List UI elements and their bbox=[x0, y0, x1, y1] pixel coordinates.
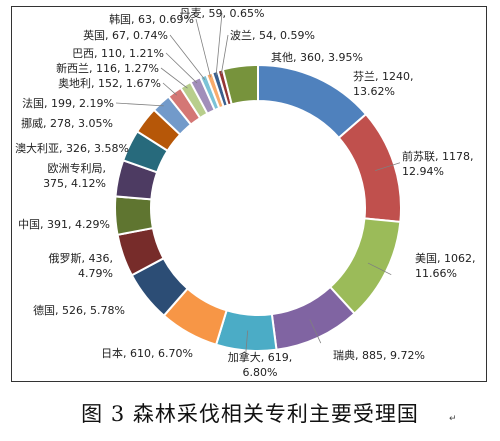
figure-caption: 图 3 森林采伐相关专利主要受理国 bbox=[81, 402, 419, 426]
data-label-法国: 法国, 199, 2.19% bbox=[22, 96, 114, 110]
leader-波兰 bbox=[220, 34, 229, 74]
data-label-其他: 其他, 360, 3.95% bbox=[271, 51, 363, 64]
leader-lines bbox=[115, 12, 401, 357]
data-label-日本: 日本, 610, 6.70% bbox=[101, 346, 193, 360]
data-label-韩国: 韩国, 63, 0.69% bbox=[109, 12, 194, 26]
data-label-澳大利亚: 澳大利亚, 326, 3.58% bbox=[15, 141, 129, 155]
data-label-波兰: 波兰, 54, 0.59% bbox=[230, 29, 315, 42]
paragraph-mark: ↵ bbox=[449, 414, 457, 424]
data-label-欧洲专利局: 欧洲专利局, 375, 4.12% bbox=[43, 161, 106, 190]
leader-韩国 bbox=[195, 18, 211, 78]
data-labels: 芬兰, 1240, 13.62% 前苏联, 1178, 12.94% 美国, 1062,… bbox=[15, 7, 475, 379]
data-label-俄罗斯: 俄罗斯, 436, 4.79% bbox=[49, 252, 114, 280]
leader-英国 bbox=[169, 34, 206, 80]
data-label-英国: 英国, 67, 0.74% bbox=[83, 28, 168, 42]
leader-瑞典 bbox=[309, 319, 322, 344]
slice-前苏联 bbox=[337, 112, 402, 224]
leader-丹麦 bbox=[215, 12, 223, 76]
leader-新西兰 bbox=[160, 67, 188, 89]
data-label-瑞典: 瑞典, 885, 9.72% bbox=[333, 348, 425, 362]
data-label-丹麦: 丹麦, 59, 0.65% bbox=[180, 7, 265, 20]
donut-slices bbox=[114, 63, 402, 352]
data-label-前苏联: 前苏联, 1178, 12.94% bbox=[402, 149, 473, 178]
leader-加拿大 bbox=[245, 330, 249, 357]
data-label-芬兰: 芬兰, 1240, 13.62% bbox=[353, 70, 413, 98]
slice-芬兰 bbox=[257, 63, 368, 140]
leader-法国 bbox=[115, 102, 164, 107]
leader-美国 bbox=[367, 262, 392, 276]
data-label-中国: 中国, 391, 4.29% bbox=[18, 218, 110, 231]
leader-前苏联 bbox=[375, 162, 401, 172]
slice-中国 bbox=[114, 195, 155, 236]
data-label-新西兰: 新西兰, 116, 1.27% bbox=[56, 61, 159, 75]
data-label-德国: 德国, 526, 5.78% bbox=[33, 303, 125, 317]
leader-巴西 bbox=[165, 52, 198, 84]
data-label-挪威: 挪威, 278, 3.05% bbox=[21, 116, 113, 130]
data-label-美国: 美国, 1062, 11.66% bbox=[415, 252, 475, 280]
data-label-巴西: 巴西, 110, 1.21% bbox=[72, 47, 164, 60]
data-label-加拿大: 加拿大, 619, 6.80% bbox=[228, 350, 293, 379]
leader-奥地利 bbox=[162, 82, 177, 96]
data-label-奥地利: 奥地利, 152, 1.67% bbox=[58, 76, 161, 90]
slice-其他 bbox=[221, 63, 259, 106]
